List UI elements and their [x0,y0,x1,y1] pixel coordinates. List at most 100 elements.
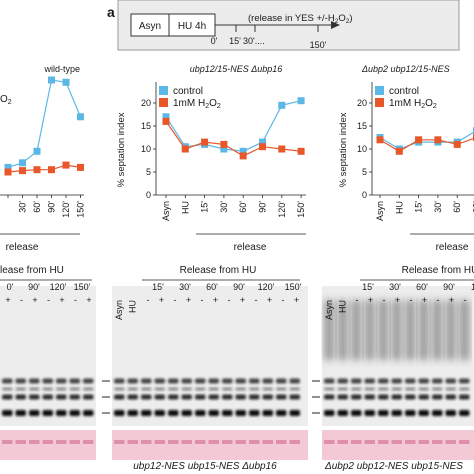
gel-left-band [2,378,13,384]
gel-right-band [351,378,362,384]
gel-mid-loading-band [249,440,260,444]
gel-mid-treatment-sign: - [174,295,177,305]
data-point-control [297,97,305,105]
series-line-control [7,79,82,168]
gel-right-treatment-sign: - [464,295,467,305]
gel-mid-band [276,410,287,416]
data-point-h2o2 [162,117,170,125]
gel-right-band [418,378,429,384]
chart-mid-xlabel: release [234,242,267,253]
gel-right-band [378,378,389,384]
gel-mid-band [127,387,138,391]
gel-mid-treatment-sign: - [282,295,285,305]
gel-mid-band [141,387,152,391]
gel-right-caption: Δubp2 ubp12-NES ubp15-NES [324,461,463,472]
gel-mid-band [141,378,152,384]
x-tick-label: Asyn [375,201,385,221]
gel-right-loading-band [364,440,375,444]
y-tick-label: 10 [141,144,151,154]
gel-left-loading-band [2,440,13,444]
gel-right-header: Release from HU [402,265,474,276]
y-tick-label: 10 [357,144,367,154]
gel-mid-band [168,387,179,391]
gel-right-smear [445,300,456,360]
data-point-h2o2 [4,168,12,176]
data-point-control [239,147,247,155]
data-point-h2o2 [19,167,26,175]
gel-left-ponceau-stain [0,430,96,460]
legend-h2o2-swatch [159,98,168,107]
x-tick-label: HU [180,201,190,214]
gel-right-time-label: 90' [443,282,455,292]
gel-right-loading-band [418,440,429,444]
gel-right-band [459,410,470,416]
gel-right-band [445,394,456,400]
gel-mid-time-label: 15' [152,282,164,292]
gel-right-smear [378,300,389,360]
gel-right-loading-band [351,440,362,444]
chart-ubp12-15-nes-ubp16: ubp12/15-NES Δubp16 % septation index re… [116,64,306,253]
chart-right-lines [376,127,474,155]
gel-left-loading-band [29,440,40,444]
gel-mid-band [235,387,246,391]
gel-mid-time-label: 150' [285,282,302,292]
x-tick-label: Asyn [161,201,171,221]
gel-left-band [2,394,13,400]
data-point-control [278,101,286,109]
gel-mid-band [168,378,179,384]
gel-left-band [29,394,40,400]
chart-ubp2-ubp12-15-nes: Δubp2 ubp12/15-NES % septation index rel… [338,64,474,253]
legend-right-h2o2-swatch [375,98,384,107]
gel-right-band [378,387,389,391]
gel-right-band [459,378,470,384]
gel-mid-band [249,410,260,416]
gel-mid-caption: ubp12-NES ubp15-NES Δubp16 [133,461,277,472]
gel-right-loading-band [378,440,389,444]
x-tick-label: 15' [200,201,210,213]
gel-right-band [337,394,348,400]
gel-left-loading-band [42,440,53,444]
x-tick-label: 90' [472,201,474,213]
gel-right-band [324,394,335,400]
series-line-h2o2 [7,164,81,173]
gel-mid-loading-band [127,440,138,444]
data-point-h2o2 [376,136,384,144]
gel-left-band [42,410,53,416]
gel-left-band [69,394,80,400]
gel-left-band [69,378,80,384]
data-point-h2o2 [278,145,286,153]
gel-mid-treatment-sign: + [240,295,245,305]
gel-mid-band [208,378,219,384]
gel-mid-band [154,410,165,416]
gel-left-band [69,387,80,391]
gel-left-treatment-sign: + [5,295,10,305]
gel-left-band [2,387,13,391]
gel-mid-loading-band [141,440,152,444]
data-point-h2o2 [48,166,55,174]
gel-right-treatment-sign: - [437,295,440,305]
gel-right-smear [432,300,443,360]
gel-right-smear [405,300,416,360]
x-tick-label: 150' [296,201,306,218]
gel-right-band [405,387,416,391]
legend-control-swatch [159,86,168,95]
data-point-h2o2 [62,161,70,169]
gel-mid-band [195,394,206,400]
gel-left-time-label: 0' [7,282,14,292]
gel-left-treatment-sign: + [86,295,91,305]
gel-mid-band [249,387,260,391]
gel-right-band [418,387,429,391]
gel-mid-band [127,394,138,400]
gel-mid-loading-band [235,440,246,444]
gel-mid-band [208,410,219,416]
chart-wt-title: wild-type [43,64,80,74]
gel-right-time-label: 60' [416,282,428,292]
gel-right-treatment-sign: - [410,295,413,305]
chart-mid-ylabel: % septation index [116,112,127,187]
gel-right-band [405,378,416,384]
gel-mid-band [249,394,260,400]
gel-right-smear [418,300,429,360]
gel-right-band [378,410,389,416]
gel-mid-loading-band [154,440,165,444]
